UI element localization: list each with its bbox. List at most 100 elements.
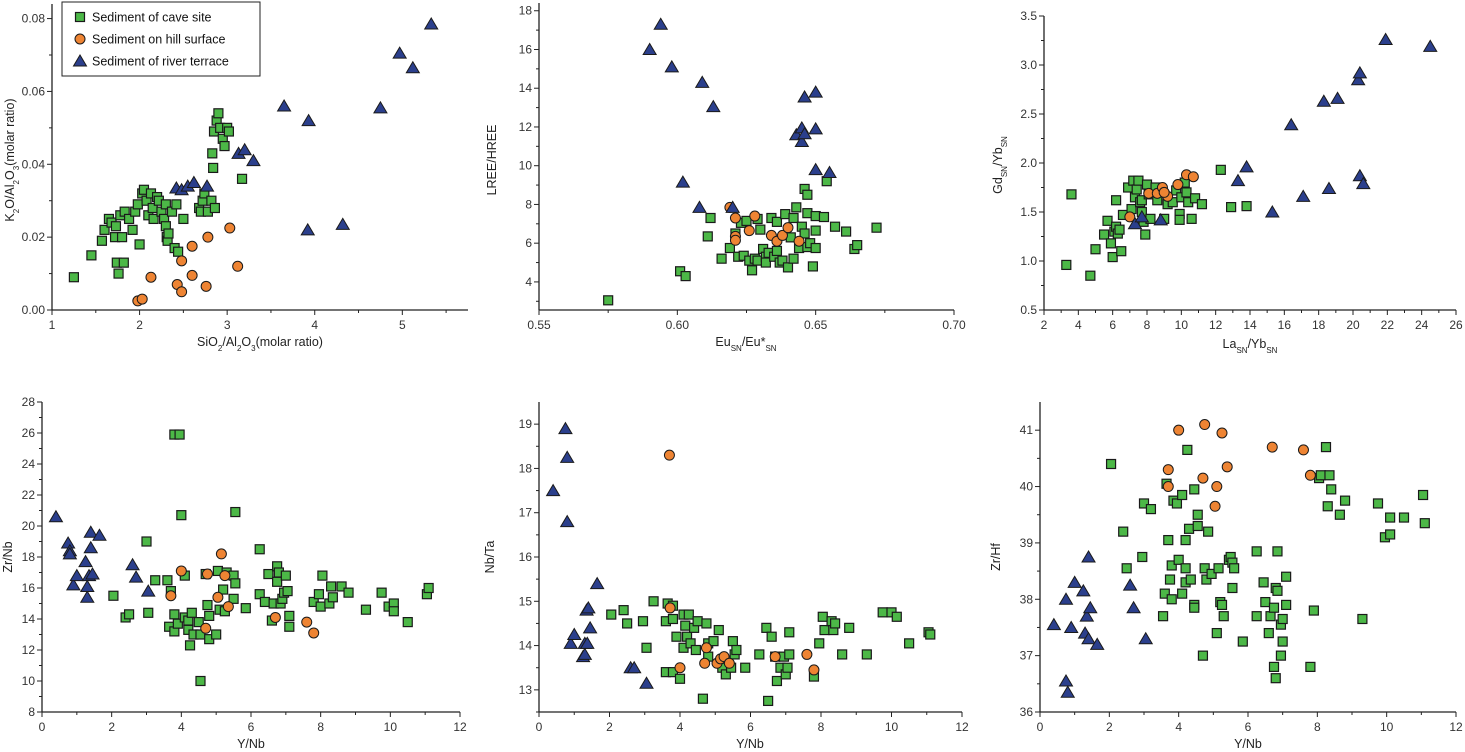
data-point-cave xyxy=(169,609,180,620)
y-tick-label: 15 xyxy=(519,594,533,608)
data-point-cave xyxy=(788,253,799,264)
y-axis-title-part: 3 xyxy=(12,165,21,170)
data-point-cave xyxy=(754,649,765,660)
data-point-river xyxy=(276,99,292,112)
data-point-cave xyxy=(1166,560,1177,571)
data-point-cave xyxy=(1372,498,1384,509)
data-point-river xyxy=(1079,609,1095,622)
data-point-cave xyxy=(1206,568,1217,580)
x-axis-title: SiO2/Al2O3(molar ratio) xyxy=(197,335,323,353)
data-point-hill xyxy=(729,234,741,246)
data-point-cave xyxy=(1163,534,1174,546)
x-tick-label: 10 xyxy=(384,720,398,734)
data-point-cave xyxy=(637,616,649,627)
data-point-river xyxy=(1122,578,1138,591)
legend-marker-hill xyxy=(74,33,86,45)
y-tick-label: 16 xyxy=(22,581,36,595)
y-tick-label: 38 xyxy=(1020,592,1034,606)
x-tick-label: 12 xyxy=(453,720,467,734)
data-point-cave xyxy=(1177,489,1188,501)
y-tick-label: 16 xyxy=(519,42,533,56)
data-point-cave xyxy=(771,675,783,687)
data-point-hill xyxy=(301,616,313,628)
data-point-cave xyxy=(163,228,174,239)
data-point-cave xyxy=(118,257,129,268)
data-point-cave xyxy=(606,609,617,620)
data-point-river xyxy=(808,85,824,98)
series-river xyxy=(1127,32,1438,230)
data-point-hill xyxy=(175,565,187,577)
data-point-cave xyxy=(904,638,915,649)
data-point-river xyxy=(78,554,93,568)
data-point-cave xyxy=(829,221,841,232)
data-point-cave xyxy=(852,240,863,251)
x-axis-title-part: /Eu* xyxy=(742,335,766,349)
data-point-river xyxy=(1352,65,1368,79)
y-axis-title: LREE/HREE xyxy=(485,125,499,196)
data-point-cave xyxy=(1201,574,1212,585)
x-tick-label: 22 xyxy=(1381,318,1395,332)
data-point-hill xyxy=(212,591,224,603)
data-point-cave xyxy=(1192,520,1203,532)
data-point-cave xyxy=(1140,229,1151,240)
x-tick-label: 6 xyxy=(1109,318,1116,332)
data-point-cave xyxy=(777,255,788,266)
data-point-river xyxy=(62,546,78,560)
data-point-hill xyxy=(176,255,188,267)
data-point-cave xyxy=(1180,563,1191,574)
data-point-river xyxy=(1230,173,1246,187)
data-point-cave xyxy=(388,606,399,617)
data-point-cave xyxy=(1270,673,1281,684)
y-axis-title-part: 2 xyxy=(12,208,21,213)
data-point-cave xyxy=(667,613,679,625)
data-point-hill xyxy=(729,212,741,224)
data-point-cave xyxy=(727,636,738,647)
data-point-hill xyxy=(1209,500,1221,512)
data-point-river xyxy=(186,175,202,188)
y-tick-label: 12 xyxy=(22,643,36,657)
y-tick-label: 0.02 xyxy=(22,230,46,244)
data-point-cave xyxy=(618,605,629,616)
y-axis-title-part: /Yb xyxy=(991,147,1005,166)
x-axis-title-part: Y/Nb xyxy=(237,737,265,751)
data-point-river xyxy=(1082,600,1098,614)
data-point-cave xyxy=(1121,563,1132,574)
series-hill xyxy=(165,548,320,639)
data-point-cave xyxy=(148,213,159,225)
x-tick-label: 6 xyxy=(747,720,754,734)
data-point-hill xyxy=(808,664,820,676)
data-point-hill xyxy=(308,627,320,639)
y-tick-label: 12 xyxy=(519,120,533,134)
data-point-cave xyxy=(1385,529,1396,540)
data-point-cave xyxy=(1173,554,1184,565)
data-point-hill xyxy=(145,271,157,283)
data-point-cave xyxy=(254,544,265,555)
data-point-river xyxy=(1089,637,1105,650)
data-point-cave xyxy=(1182,444,1193,456)
y-axis-title: K2O/Al2O3(molar ratio) xyxy=(3,98,21,221)
data-point-cave xyxy=(172,618,183,629)
y-tick-label: 6 xyxy=(525,236,532,250)
y-tick-label: 26 xyxy=(22,426,36,440)
data-point-cave xyxy=(1171,498,1183,509)
data-point-cave xyxy=(1136,195,1147,206)
data-point-cave xyxy=(326,581,337,592)
y-axis-title-part: O/Al xyxy=(3,184,17,208)
data-point-cave xyxy=(1085,270,1096,281)
x-tick-label: 16 xyxy=(1278,318,1292,332)
data-point-river xyxy=(125,557,140,571)
y-tick-label: 8 xyxy=(28,705,35,719)
series-river xyxy=(642,17,837,213)
data-point-cave xyxy=(1419,518,1430,529)
data-point-cave xyxy=(1281,599,1292,611)
data-point-river xyxy=(1058,674,1074,687)
data-point-river xyxy=(558,421,573,435)
y-axis-title-part: SN xyxy=(1000,166,1009,177)
y-tick-label: 0.06 xyxy=(22,84,46,98)
series-cave xyxy=(606,596,936,707)
y-axis-title-part: Gd xyxy=(991,177,1005,194)
data-point-cave xyxy=(423,582,434,594)
data-point-cave xyxy=(1196,199,1208,210)
data-point-cave xyxy=(817,611,828,622)
data-point-river xyxy=(1316,94,1332,107)
